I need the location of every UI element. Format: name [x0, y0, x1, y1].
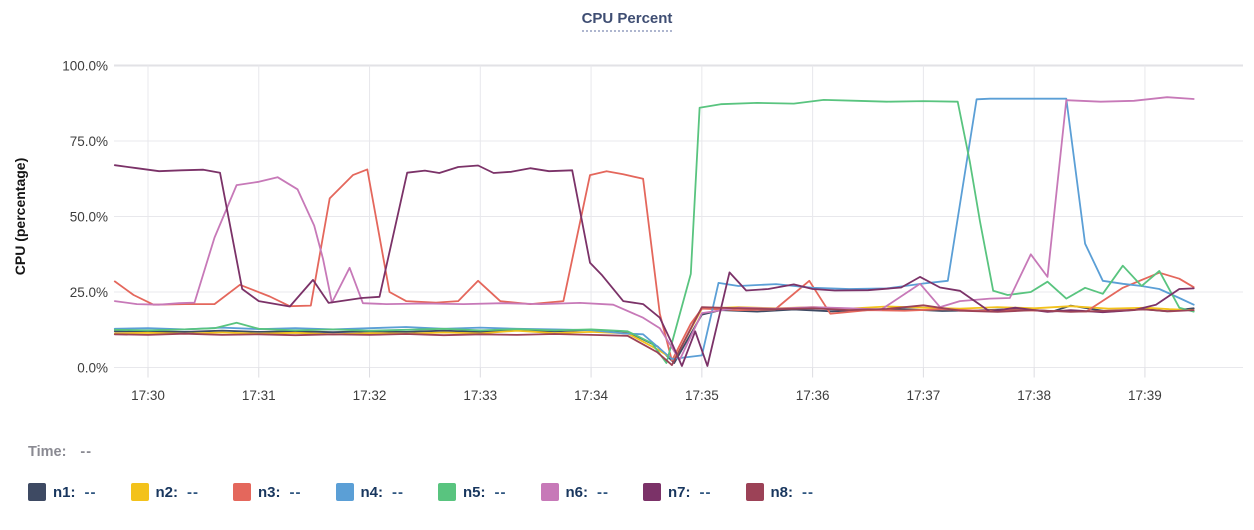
- legend-item-n1[interactable]: n1: --: [28, 483, 97, 501]
- legend-item-n2[interactable]: n2: --: [130, 483, 200, 501]
- time-value: --: [80, 444, 93, 460]
- x-tick-label: 17:30: [131, 388, 165, 403]
- time-row: Time: --: [28, 444, 92, 460]
- y-tick-label: 100.0%: [62, 59, 108, 74]
- chart-canvas[interactable]: 100.0% 75.0% 50.0% 25.0% 0.0% 17:30 17:31 17:32…: [0, 26, 1254, 438]
- legend: n1: -- n2: -- n3: -- n4: -- n5: -- n6: -- n7: -- n8: --: [28, 483, 848, 501]
- legend-value: --: [802, 483, 814, 501]
- legend-item-n7[interactable]: n7: --: [643, 483, 712, 501]
- legend-item-n5[interactable]: n5: --: [438, 483, 507, 501]
- x-tick-label: 17:36: [796, 388, 830, 403]
- legend-swatch: [335, 483, 354, 501]
- x-tick-label: 17:39: [1128, 388, 1162, 403]
- legend-value: --: [84, 483, 97, 501]
- series-line-n7[interactable]: [113, 164, 1195, 367]
- y-axis-title: CPU (percentage): [12, 158, 28, 275]
- x-tick-label: 17:35: [685, 388, 719, 403]
- legend-label: n7:: [668, 483, 691, 501]
- y-tick-label: 25.0%: [70, 285, 108, 300]
- x-tick-label: 17:34: [574, 388, 608, 403]
- legend-value: --: [597, 483, 609, 501]
- legend-swatch: [130, 483, 149, 501]
- legend-label: n1:: [53, 483, 76, 501]
- legend-value: --: [392, 483, 404, 501]
- time-label: Time:: [28, 444, 67, 460]
- legend-value: --: [494, 483, 507, 501]
- legend-item-n3[interactable]: n3: --: [233, 483, 302, 501]
- legend-label: n2:: [155, 483, 179, 501]
- legend-swatch: [540, 483, 559, 501]
- legend-item-n4[interactable]: n4: --: [335, 483, 405, 501]
- series-line-n5[interactable]: [113, 99, 1195, 364]
- y-tick-label: 75.0%: [70, 134, 108, 149]
- x-tick-label: 17:33: [463, 388, 497, 403]
- y-tick-label: 0.0%: [77, 361, 108, 376]
- chart-title: CPU Percent: [581, 10, 673, 32]
- legend-value: --: [187, 483, 199, 501]
- x-tick-label: 17:38: [1017, 388, 1051, 403]
- series-line-n4[interactable]: [113, 97, 1195, 360]
- legend-value: --: [699, 483, 712, 501]
- x-tick-label: 17:31: [242, 388, 276, 403]
- legend-swatch: [745, 483, 764, 501]
- legend-item-n6[interactable]: n6: --: [540, 483, 610, 501]
- legend-label: n3:: [258, 483, 281, 501]
- legend-label: n8:: [770, 483, 794, 501]
- legend-swatch: [28, 483, 46, 501]
- chart-header: CPU Percent: [0, 10, 1254, 32]
- y-tick-label: 50.0%: [70, 210, 108, 225]
- legend-swatch: [438, 483, 456, 501]
- legend-label: n4:: [360, 483, 384, 501]
- series-line-n6[interactable]: [113, 96, 1195, 361]
- legend-label: n5:: [463, 483, 486, 501]
- series-line-n8[interactable]: [113, 304, 1195, 367]
- legend-label: n6:: [565, 483, 589, 501]
- x-tick-label: 17:32: [353, 388, 387, 403]
- legend-item-n8[interactable]: n8: --: [745, 483, 815, 501]
- legend-swatch: [643, 483, 661, 501]
- legend-value: --: [289, 483, 302, 501]
- legend-swatch: [233, 483, 251, 501]
- x-tick-label: 17:37: [906, 388, 940, 403]
